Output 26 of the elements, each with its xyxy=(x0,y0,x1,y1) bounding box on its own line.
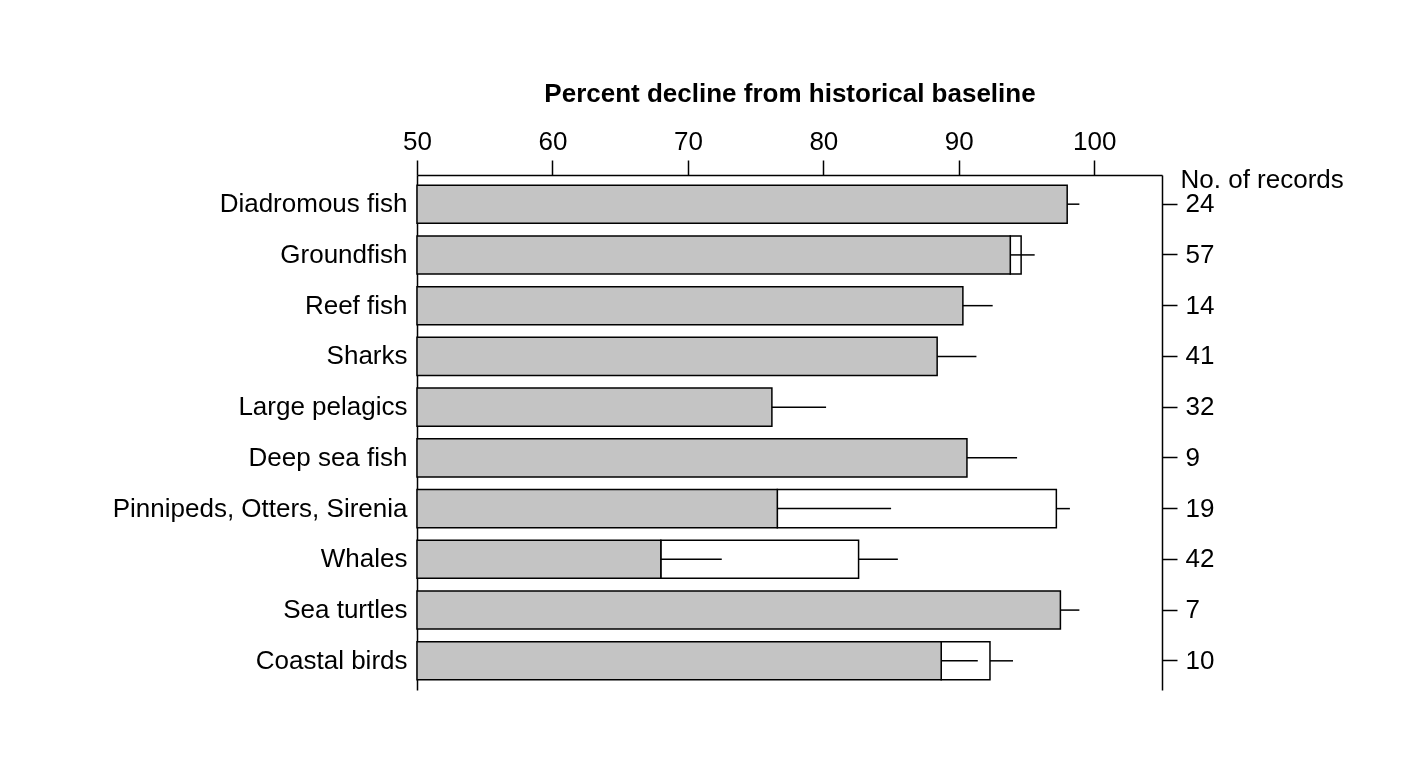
text: 7 xyxy=(1185,594,1200,625)
x-tick-label: 60 xyxy=(538,125,568,156)
text: 14 xyxy=(1185,289,1215,320)
x-axis-title: Percent decline from historical baseline xyxy=(544,77,1036,108)
y-tick-label: Diadromous fish xyxy=(219,188,408,219)
y-tick-label: Sea turtles xyxy=(283,594,408,625)
text: 19 xyxy=(1185,492,1215,523)
text: 57 xyxy=(1185,238,1215,269)
text: 41 xyxy=(1185,340,1215,371)
x-tick-label: 100 xyxy=(1073,125,1117,156)
text: 9 xyxy=(1185,441,1200,472)
y-tick-label: Groundfish xyxy=(280,238,408,269)
y-tick-label: Whales xyxy=(320,543,408,574)
x-tick-label: 70 xyxy=(673,125,703,156)
x-tick-label: 50 xyxy=(403,125,432,156)
text: 32 xyxy=(1185,391,1215,422)
y-tick-label: Reef fish xyxy=(304,289,408,320)
y-tick-label: Pinnipeds, Otters, Sirenia xyxy=(112,492,409,523)
x-tick-label: 90 xyxy=(944,125,974,156)
y-tick-label: Coastal birds xyxy=(255,644,408,675)
x-tick-label: 80 xyxy=(809,125,839,156)
y-tick-label: Deep sea fish xyxy=(248,441,408,472)
text: 10 xyxy=(1185,644,1215,675)
y-tick-label: Sharks xyxy=(326,340,408,371)
text: 42 xyxy=(1185,543,1215,574)
y-tick-label: Large pelagics xyxy=(238,391,408,422)
